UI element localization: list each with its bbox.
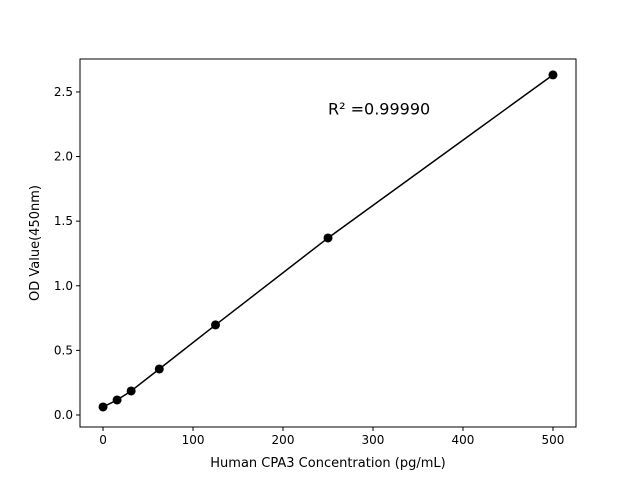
x-tick-label: 100 xyxy=(182,433,205,447)
y-tick-label: 2.5 xyxy=(54,85,73,99)
x-tick-label: 500 xyxy=(542,433,565,447)
y-tick-label: 2.0 xyxy=(54,150,73,164)
y-tick-label: 0.5 xyxy=(54,343,73,357)
x-axis-label: Human CPA3 Concentration (pg/mL) xyxy=(210,456,445,471)
data-point xyxy=(211,320,221,330)
data-point xyxy=(548,70,558,80)
x-tick-label: 400 xyxy=(452,433,475,447)
data-point xyxy=(126,386,136,396)
data-point xyxy=(98,402,108,412)
y-tick-label: 1.5 xyxy=(54,214,73,228)
y-tick-label: 1.0 xyxy=(54,279,73,293)
data-point xyxy=(112,395,122,405)
data-point xyxy=(154,364,164,374)
x-tick-label: 0 xyxy=(99,433,107,447)
x-tick-label: 200 xyxy=(272,433,295,447)
y-tick-label: 0.0 xyxy=(54,408,73,422)
x-tick-label: 300 xyxy=(362,433,385,447)
y-axis-label: OD Value(450nm) xyxy=(28,185,43,301)
data-point xyxy=(323,233,333,243)
r-squared-annotation: R² =0.99990 xyxy=(328,100,430,119)
